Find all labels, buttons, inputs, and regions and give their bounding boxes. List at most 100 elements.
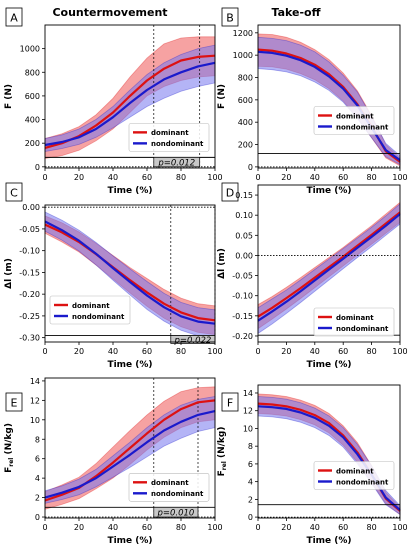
y-tick-label: 0.05	[235, 231, 253, 240]
legend: dominant nondominant	[128, 473, 210, 502]
panel-letter: D	[226, 187, 234, 200]
x-axis-label: Time (%)	[107, 536, 152, 546]
y-tick-label: -0.30	[19, 334, 40, 343]
legend-label-dominant: dominant	[151, 479, 189, 487]
line-nondominant	[44, 220, 216, 325]
y-axis-label: Δl (m)	[217, 248, 227, 279]
y-tick-label: -0.15	[232, 312, 253, 321]
y-axis-label: Frel (N/kg)	[217, 427, 228, 477]
panel-e: Ep=0.010 0 20 40 60 80 100 0 2 4 6 8 10 12 14 Time (%) F…	[4, 377, 223, 546]
significance-region	[153, 506, 199, 518]
plot-frame	[257, 184, 401, 343]
y-tick-label: 6	[248, 460, 253, 469]
panel-c: Cp=0.022 0 20 40 60 80 100 0.00 -0.05 -0.10 -0.15 -…	[4, 182, 223, 370]
y-tick-label: -0.20	[19, 290, 40, 299]
legend-label-nondominant: nondominant	[336, 123, 389, 131]
x-tick-label: 0	[255, 523, 260, 532]
x-tick-label: 20	[281, 173, 291, 182]
x-tick-label: 80	[367, 347, 377, 356]
y-axis-label: F (N)	[4, 84, 14, 109]
legend-label-nondominant: nondominant	[151, 140, 204, 148]
y-tick-label: 0	[35, 163, 40, 172]
y-axis-label-main: F (N)	[217, 84, 227, 109]
plot-frame	[44, 377, 216, 519]
legend-label-nondominant: nondominant	[72, 313, 125, 321]
p-value-label: p=0.012	[157, 159, 195, 169]
y-axis-label-unit: (N/kg)	[217, 427, 227, 462]
y-tick-label: 12	[30, 396, 40, 405]
x-tick-label: 20	[74, 523, 84, 532]
y-tick-label: 800	[238, 74, 253, 83]
x-tick-label: 100	[392, 347, 407, 356]
legend-label-dominant: dominant	[72, 302, 110, 310]
legend-label-dominant: dominant	[336, 112, 374, 120]
y-tick-label: 2	[248, 495, 253, 504]
y-axis-label-main: F	[4, 467, 14, 473]
legend-box	[128, 473, 210, 502]
x-tick-label: 100	[207, 173, 222, 182]
line-nondominant	[257, 50, 401, 162]
y-tick-label: 14	[30, 377, 40, 386]
x-tick-label: 40	[310, 173, 320, 182]
y-tick-label: 10	[30, 416, 40, 425]
panel-d: D 0 20 40 60 80 100 0.15 0.10 0.05 0.00 -0.05 -0.10 -…	[217, 182, 408, 370]
x-tick-label: 40	[108, 173, 118, 182]
y-tick-label: -0.15	[19, 268, 40, 277]
significance-region	[153, 157, 201, 168]
x-tick-label: 80	[176, 173, 186, 182]
x-tick-label: 60	[338, 523, 348, 532]
y-tick-label: 0.00	[22, 203, 40, 212]
panel-letter: B	[226, 12, 234, 25]
y-tick-label: 0	[248, 513, 253, 522]
panel-letter: A	[10, 12, 18, 25]
legend: dominant nondominant	[128, 123, 210, 152]
y-tick-label: -0.05	[19, 225, 40, 234]
x-axis-label: Time (%)	[107, 360, 152, 370]
y-tick-label: -0.10	[19, 247, 40, 256]
y-axis-label-main: F (N)	[4, 84, 14, 109]
line-dominant	[257, 211, 401, 318]
x-tick-label: 0	[42, 347, 47, 356]
legend: dominant nondominant	[313, 106, 395, 135]
panel-letter: E	[11, 397, 18, 410]
x-tick-label: 0	[42, 173, 47, 182]
y-axis-label: Frel (N/kg)	[4, 423, 15, 473]
x-tick-label: 100	[392, 173, 407, 182]
x-tick-label: 40	[108, 347, 118, 356]
line-dominant	[44, 223, 216, 322]
legend-box	[128, 123, 210, 152]
x-tick-label: 100	[207, 523, 222, 532]
y-axis-label: Δl (m)	[4, 258, 14, 289]
y-tick-label: 400	[238, 118, 253, 127]
y-tick-label: 1000	[233, 51, 253, 60]
p-value-label: p=0.022	[173, 336, 211, 346]
y-axis-label-main: F	[217, 470, 227, 476]
y-tick-label: 800	[25, 68, 40, 77]
y-tick-label: -0.20	[232, 332, 253, 341]
line-nondominant	[44, 61, 216, 147]
y-axis-label-unit: (N/kg)	[4, 423, 14, 458]
panel-letter-box	[221, 182, 239, 202]
column-title-countermovement: Countermovement	[52, 6, 167, 19]
panel-letter-box	[5, 7, 23, 27]
line-nondominant	[257, 213, 401, 322]
y-tick-label: 10	[243, 424, 253, 433]
x-tick-label: 20	[74, 347, 84, 356]
panel-letter-box	[221, 7, 239, 27]
x-axis-label: Time (%)	[107, 186, 152, 196]
panel-letter-box	[5, 182, 23, 202]
band-nondominant	[257, 36, 401, 166]
legend-label-dominant: dominant	[336, 467, 374, 475]
y-tick-label: -0.25	[19, 312, 40, 321]
y-axis-label-main: Δl (m)	[217, 248, 227, 279]
x-axis-label: Time (%)	[306, 186, 351, 196]
y-tick-label: 0	[35, 513, 40, 522]
x-tick-label: 0	[42, 523, 47, 532]
x-tick-label: 60	[142, 173, 152, 182]
panel-f: F 0 20 40 60 80 100 0 2 4 6 8 10 12 14 Time (%) Frel (N/…	[217, 384, 408, 546]
x-tick-label: 60	[142, 523, 152, 532]
line-nondominant	[44, 410, 216, 499]
panel-letter: F	[227, 397, 233, 410]
panel-letter-box	[221, 392, 239, 412]
x-tick-label: 40	[108, 523, 118, 532]
